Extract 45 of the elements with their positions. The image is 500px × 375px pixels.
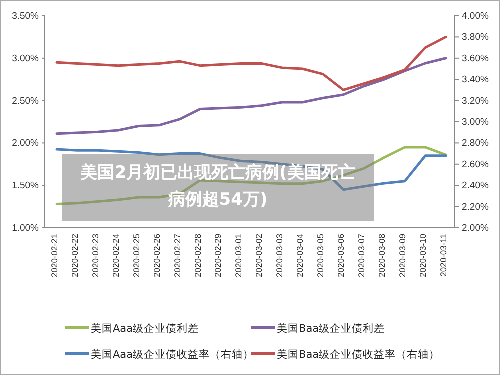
x-tick-label: 2020-02-22 [70,234,80,278]
x-tick-label: 2020-03-07 [356,234,367,278]
y2-tick-label: 3.40% [462,74,490,86]
x-tick-label: 2020-03-11 [438,234,448,277]
x-tick-label: 2020-02-26 [152,234,162,278]
y2-tick-label: 3.00% [462,117,490,128]
x-tick-label: 2020-03-03 [274,234,285,278]
x-tick-label: 2020-03-04 [295,234,306,278]
x-tick-label: 2020-03-01 [234,234,244,278]
y-tick-label: 2.00% [12,138,40,150]
y2-tick-label: 2.20% [462,202,490,213]
line-series [56,36,448,92]
x-tick-label: 2020-02-29 [213,234,224,278]
y2-tick-label: 2.40% [462,180,490,192]
y2-tick-label: 3.20% [462,96,490,107]
x-tick-label: 2020-03-06 [336,234,346,278]
y-tick-label: 1.00% [12,223,40,234]
x-tick-label: 2020-03-10 [418,234,428,278]
line-series [56,148,448,192]
x-tick-label: 2020-02-27 [172,234,182,278]
legend-label: 美国Aaa级企业债利差 [91,322,200,335]
line-series [56,57,448,136]
x-tick-label: 2020-03-09 [398,234,408,278]
x-tick-label: 2020-02-21 [49,234,60,278]
legend-label: 美国Baa级企业债收益率（右轴） [277,348,440,361]
y-tick-label: 1.50% [12,180,40,192]
y-tick-label: 3.00% [12,53,40,64]
y2-tick-label: 3.60% [462,53,490,64]
y2-tick-label: 2.80% [462,138,490,150]
x-tick-label: 2020-03-02 [254,234,264,278]
y-tick-label: 3.50% [12,11,40,22]
x-tick-label: 2020-02-25 [131,234,142,278]
legend-label: 美国Aaa级企业债收益率（右轴） [91,348,254,361]
x-tick-label: 2020-03-05 [316,234,326,278]
y2-tick-label: 2.60% [462,159,490,170]
x-tick-label: 2020-02-23 [90,234,100,278]
legend-label: 美国Baa级企业债利差 [277,322,386,335]
y-tick-label: 2.50% [12,96,40,107]
y2-tick-label: 4.00% [462,11,490,22]
y2-tick-label: 2.00% [462,223,490,234]
x-tick-label: 2020-02-28 [192,234,203,278]
line-series [56,146,448,206]
x-tick-label: 2020-03-08 [377,234,388,278]
y2-tick-label: 3.80% [462,32,490,44]
x-tick-label: 2020-02-24 [110,234,121,278]
